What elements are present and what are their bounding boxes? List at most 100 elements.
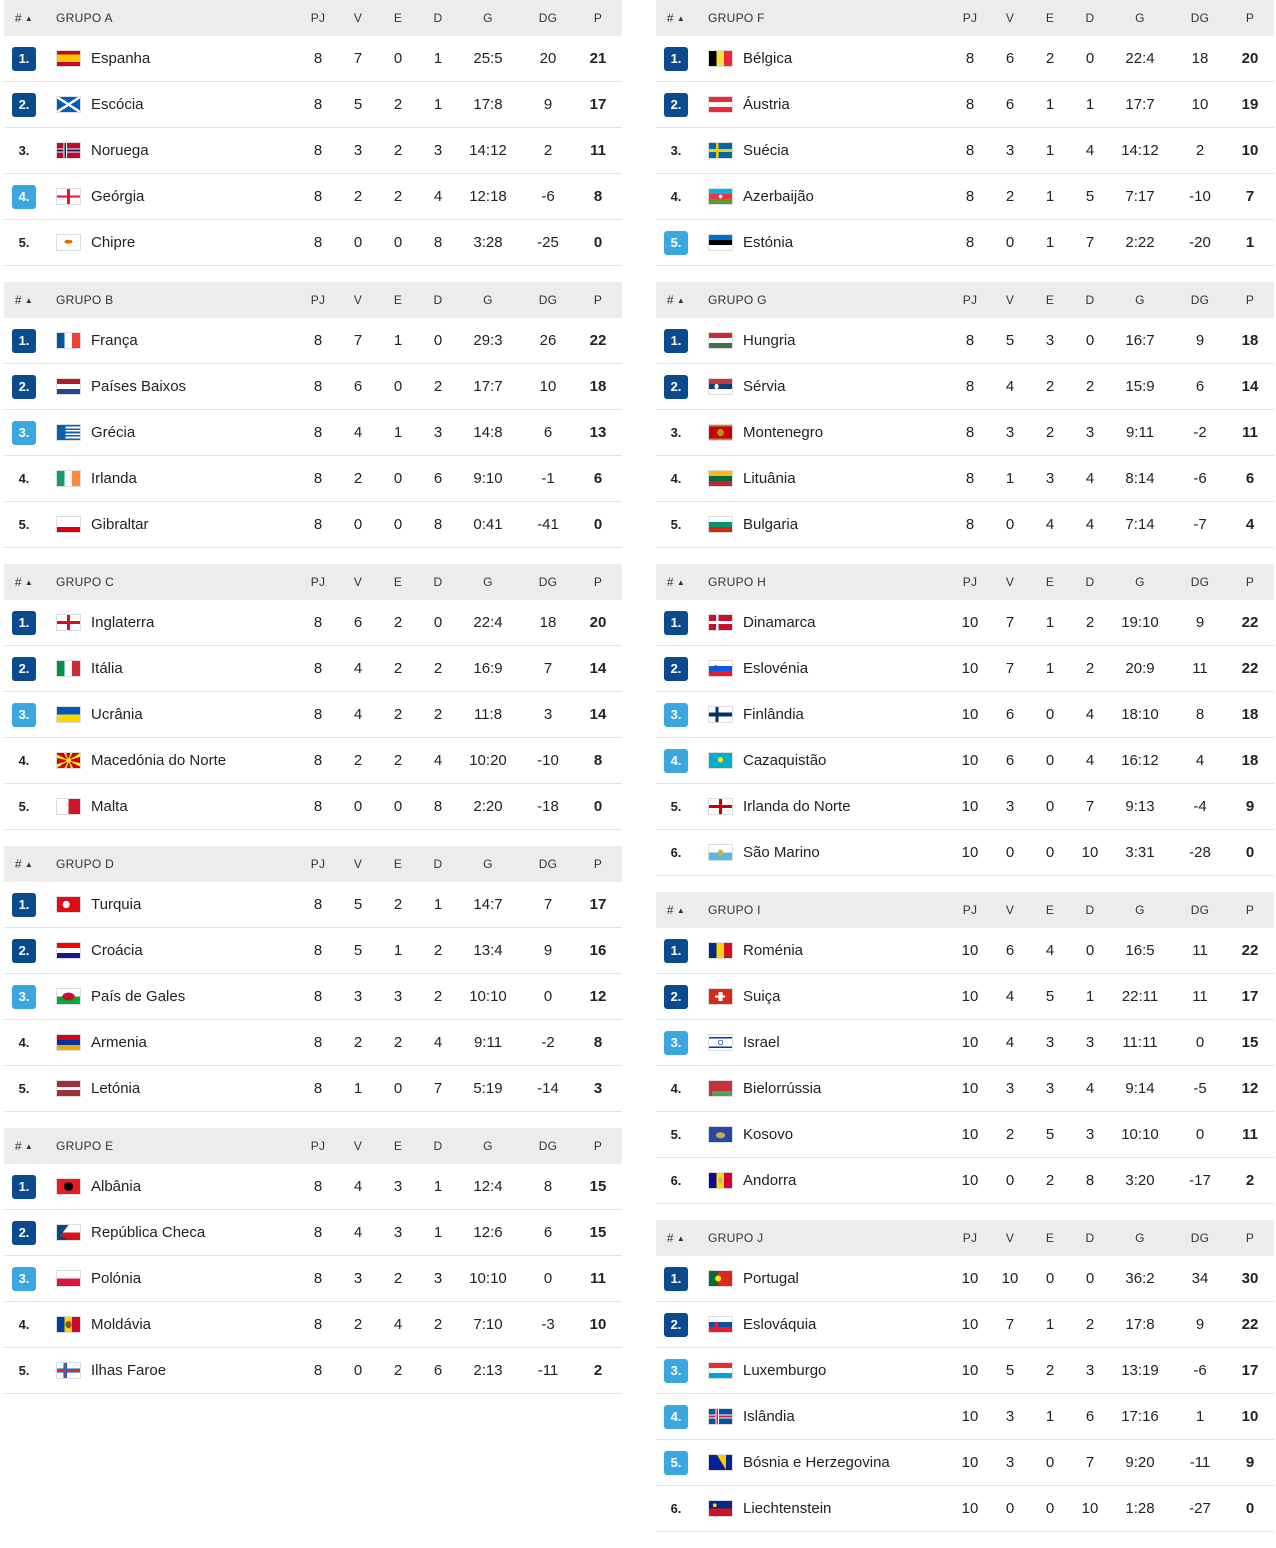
- team-cell[interactable]: Croácia: [44, 942, 298, 959]
- team-row[interactable]: 3. Polónia 8 3 2 3 10:10 0 11: [4, 1256, 622, 1302]
- team-cell[interactable]: Grécia: [44, 424, 298, 441]
- team-row[interactable]: 3. Israel 10 4 3 3 11:11 0 15: [656, 1020, 1274, 1066]
- team-row[interactable]: 3. Suécia 8 3 1 4 14:12 2 10: [656, 128, 1274, 174]
- team-name[interactable]: Suécia: [743, 142, 789, 159]
- team-cell[interactable]: Macedónia do Norte: [44, 752, 298, 769]
- team-row[interactable]: 1. Turquia 8 5 2 1 14:7 7 17: [4, 882, 622, 928]
- team-name[interactable]: Portugal: [743, 1270, 799, 1287]
- team-row[interactable]: 4. Lituânia 8 1 3 4 8:14 -6 6: [656, 456, 1274, 502]
- team-row[interactable]: 2. Eslováquia 10 7 1 2 17:8 9 22: [656, 1302, 1274, 1348]
- team-row[interactable]: 4. Moldávia 8 2 4 2 7:10 -3 10: [4, 1302, 622, 1348]
- team-name[interactable]: Eslovénia: [743, 660, 809, 677]
- team-row[interactable]: 3. Montenegro 8 3 2 3 9:11 -2 11: [656, 410, 1274, 456]
- sort-rank-header[interactable]: # ▲: [656, 575, 696, 589]
- team-name[interactable]: Geórgia: [91, 188, 145, 205]
- team-row[interactable]: 2. Países Baixos 8 6 0 2 17:7 10 18: [4, 364, 622, 410]
- team-cell[interactable]: Islândia: [696, 1408, 950, 1425]
- team-name[interactable]: Irlanda do Norte: [743, 798, 851, 815]
- team-row[interactable]: 3. Luxemburgo 10 5 2 3 13:19 -6 17: [656, 1348, 1274, 1394]
- team-name[interactable]: Roménia: [743, 942, 804, 959]
- team-cell[interactable]: País de Gales: [44, 988, 298, 1005]
- team-row[interactable]: 6. São Marino 10 0 0 10 3:31 -28 0: [656, 830, 1274, 876]
- team-cell[interactable]: Luxemburgo: [696, 1362, 950, 1379]
- team-name[interactable]: Macedónia do Norte: [91, 752, 227, 769]
- team-name[interactable]: Moldávia: [91, 1316, 152, 1333]
- sort-rank-header[interactable]: # ▲: [4, 11, 44, 25]
- team-row[interactable]: 3. Finlândia 10 6 0 4 18:10 8 18: [656, 692, 1274, 738]
- team-cell[interactable]: Portugal: [696, 1270, 950, 1287]
- team-cell[interactable]: Andorra: [696, 1172, 950, 1189]
- team-row[interactable]: 5. Irlanda do Norte 10 3 0 7 9:13 -4 9: [656, 784, 1274, 830]
- team-name[interactable]: Itália: [91, 660, 123, 677]
- team-cell[interactable]: Irlanda do Norte: [696, 798, 950, 815]
- team-cell[interactable]: Suiça: [696, 988, 950, 1005]
- team-row[interactable]: 5. Gibraltar 8 0 0 8 0:41 -41 0: [4, 502, 622, 548]
- team-cell[interactable]: São Marino: [696, 844, 950, 861]
- team-row[interactable]: 2. Sérvia 8 4 2 2 15:9 6 14: [656, 364, 1274, 410]
- team-name[interactable]: País de Gales: [91, 988, 186, 1005]
- team-cell[interactable]: Irlanda: [44, 470, 298, 487]
- team-row[interactable]: 1. Roménia 10 6 4 0 16:5 11 22: [656, 928, 1274, 974]
- team-cell[interactable]: Geórgia: [44, 188, 298, 205]
- team-name[interactable]: Bulgaria: [743, 516, 799, 533]
- team-name[interactable]: Malta: [91, 798, 128, 815]
- team-cell[interactable]: Espanha: [44, 50, 298, 67]
- sort-rank-header[interactable]: # ▲: [4, 293, 44, 307]
- team-row[interactable]: 3. País de Gales 8 3 3 2 10:10 0 12: [4, 974, 622, 1020]
- team-cell[interactable]: República Checa: [44, 1224, 298, 1241]
- team-row[interactable]: 2. Itália 8 4 2 2 16:9 7 14: [4, 646, 622, 692]
- team-row[interactable]: 1. Albânia 8 4 3 1 12:4 8 15: [4, 1164, 622, 1210]
- team-cell[interactable]: Polónia: [44, 1270, 298, 1287]
- team-cell[interactable]: Gibraltar: [44, 516, 298, 533]
- team-cell[interactable]: Eslováquia: [696, 1316, 950, 1333]
- team-name[interactable]: Bélgica: [743, 50, 793, 67]
- team-name[interactable]: Turquia: [91, 896, 142, 913]
- team-row[interactable]: 4. Macedónia do Norte 8 2 2 4 10:20 -10 8: [4, 738, 622, 784]
- team-row[interactable]: 5. Letónia 8 1 0 7 5:19 -14 3: [4, 1066, 622, 1112]
- team-cell[interactable]: Estónia: [696, 234, 950, 251]
- team-cell[interactable]: Chipre: [44, 234, 298, 251]
- team-row[interactable]: 1. Bélgica 8 6 2 0 22:4 18 20: [656, 36, 1274, 82]
- team-name[interactable]: Andorra: [743, 1172, 797, 1189]
- team-name[interactable]: Bielorrússia: [743, 1080, 822, 1097]
- team-cell[interactable]: Azerbaijão: [696, 188, 950, 205]
- team-cell[interactable]: Cazaquistão: [696, 752, 950, 769]
- team-cell[interactable]: Kosovo: [696, 1126, 950, 1143]
- team-cell[interactable]: Lituânia: [696, 470, 950, 487]
- team-row[interactable]: 4. Bielorrússia 10 3 3 4 9:14 -5 12: [656, 1066, 1274, 1112]
- team-cell[interactable]: Moldávia: [44, 1316, 298, 1333]
- team-row[interactable]: 2. República Checa 8 4 3 1 12:6 6 15: [4, 1210, 622, 1256]
- team-row[interactable]: 4. Islândia 10 3 1 6 17:16 1 10: [656, 1394, 1274, 1440]
- team-name[interactable]: França: [91, 332, 138, 349]
- team-name[interactable]: Dinamarca: [743, 614, 816, 631]
- team-name[interactable]: Kosovo: [743, 1126, 794, 1143]
- team-name[interactable]: Hungria: [743, 332, 796, 349]
- team-name[interactable]: Polónia: [91, 1270, 142, 1287]
- team-row[interactable]: 4. Geórgia 8 2 2 4 12:18 -6 8: [4, 174, 622, 220]
- team-name[interactable]: Grécia: [91, 424, 136, 441]
- team-name[interactable]: República Checa: [91, 1224, 206, 1241]
- team-name[interactable]: Áustria: [743, 96, 790, 113]
- sort-rank-header[interactable]: # ▲: [4, 1139, 44, 1153]
- team-row[interactable]: 4. Cazaquistão 10 6 0 4 16:12 4 18: [656, 738, 1274, 784]
- team-name[interactable]: Finlândia: [743, 706, 804, 723]
- team-name[interactable]: Lituânia: [743, 470, 796, 487]
- team-row[interactable]: 5. Chipre 8 0 0 8 3:28 -25 0: [4, 220, 622, 266]
- team-name[interactable]: Escócia: [91, 96, 144, 113]
- team-cell[interactable]: Armenia: [44, 1034, 298, 1051]
- team-cell[interactable]: Bélgica: [696, 50, 950, 67]
- sort-rank-header[interactable]: # ▲: [656, 903, 696, 917]
- team-cell[interactable]: Eslovénia: [696, 660, 950, 677]
- team-row[interactable]: 2. Escócia 8 5 2 1 17:8 9 17: [4, 82, 622, 128]
- team-cell[interactable]: Finlândia: [696, 706, 950, 723]
- team-cell[interactable]: Sérvia: [696, 378, 950, 395]
- team-row[interactable]: 5. Bulgaria 8 0 4 4 7:14 -7 4: [656, 502, 1274, 548]
- team-cell[interactable]: Ucrânia: [44, 706, 298, 723]
- team-name[interactable]: Gibraltar: [91, 516, 149, 533]
- team-name[interactable]: Israel: [743, 1034, 780, 1051]
- team-name[interactable]: Sérvia: [743, 378, 786, 395]
- team-row[interactable]: 1. França 8 7 1 0 29:3 26 22: [4, 318, 622, 364]
- team-cell[interactable]: Roménia: [696, 942, 950, 959]
- team-name[interactable]: Islândia: [743, 1408, 795, 1425]
- team-row[interactable]: 1. Portugal 10 10 0 0 36:2 34 30: [656, 1256, 1274, 1302]
